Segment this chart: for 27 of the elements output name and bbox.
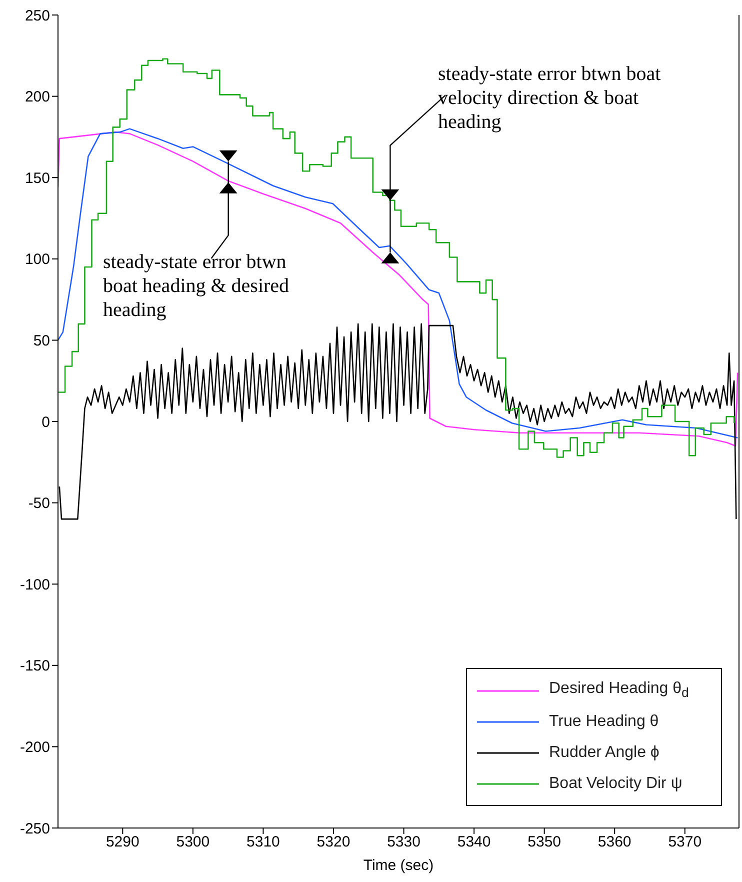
y-tick-label: 50 [33,332,50,350]
y-tick-label: 200 [24,88,50,106]
x-tick-label: 5360 [598,834,632,851]
x-tick-label: 5340 [457,834,491,851]
y-tick-label: 250 [24,7,50,24]
y-tick-label: 150 [24,170,50,187]
y-tick-label: 0 [42,414,50,431]
x-tick-label: 5330 [387,834,420,851]
annotation: steady-state error btwn boat velocity direction & boat heading [438,62,662,134]
legend-label: Boat Velocity Dir ψ [549,774,682,792]
annotation: steady-state error btwn boat heading & desired heading [103,250,290,322]
y-tick-label: -100 [20,576,50,594]
y-tick-label: 100 [24,251,50,268]
x-tick-label: 5320 [316,834,350,851]
x-tick-label: 5350 [528,834,562,851]
y-tick-label: -50 [28,495,50,512]
x-tick-label: 5290 [106,834,140,851]
x-tick-label: 5310 [246,834,280,851]
legend-label: Desired Heading θ$_{d}$ [549,680,689,701]
x-axis-title: Time (sec) [363,857,434,874]
y-tick-label: -250 [20,820,50,838]
x-tick-label: 5370 [668,834,702,851]
y-tick-label: -200 [20,739,50,756]
legend-label: Rudder Angle ϕ [549,744,660,762]
y-tick-label: -150 [20,658,50,675]
legend-label: True Heading θ [549,712,659,730]
x-tick-label: 5300 [176,834,210,851]
